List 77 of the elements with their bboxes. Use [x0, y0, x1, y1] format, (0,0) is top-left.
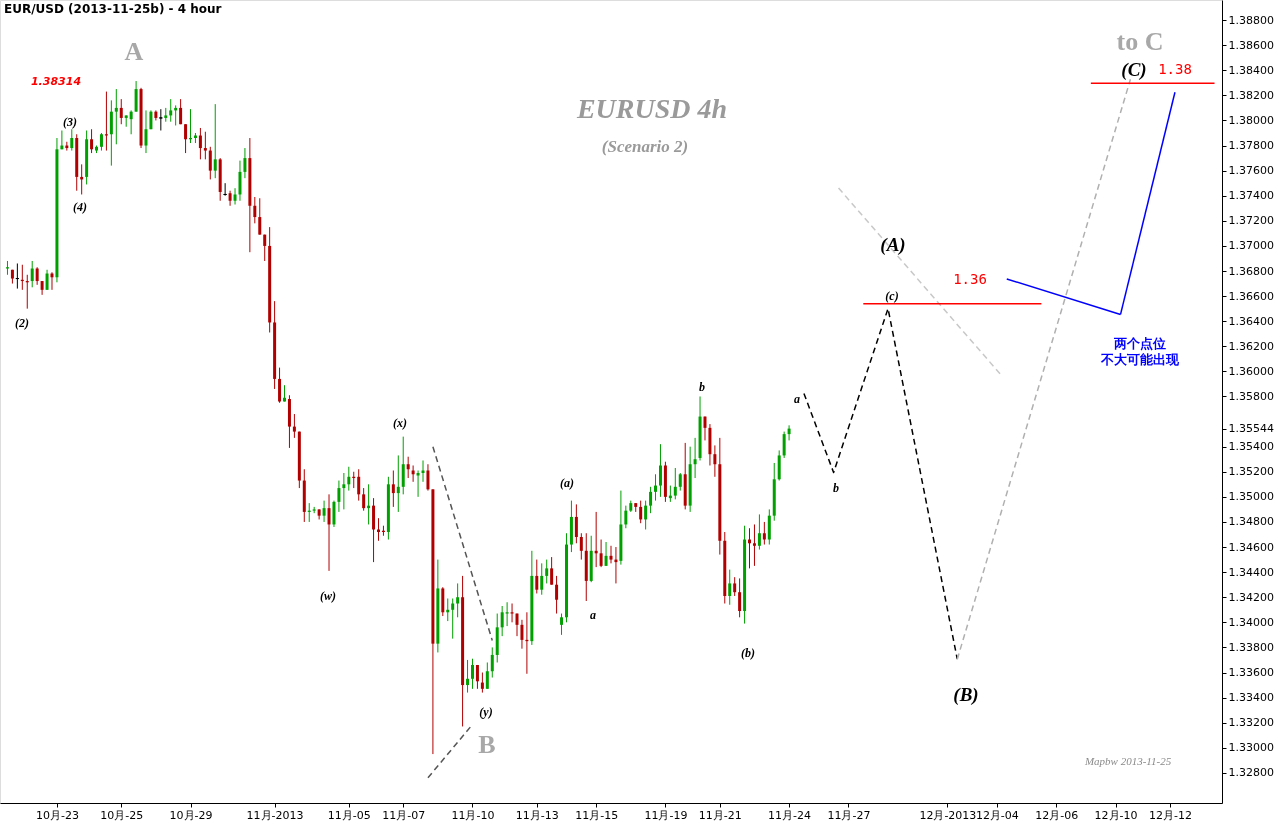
annotation: Mapbw 2013-11-25	[1083, 755, 1172, 767]
y-tick-label: 1.33800	[1228, 640, 1274, 654]
y-tick-label: 1.35400	[1228, 440, 1274, 454]
annotation: (Scenario 2)	[601, 137, 689, 156]
y-tick-label: 1.33600	[1228, 666, 1274, 680]
y-tick-label: 1.35200	[1228, 465, 1274, 479]
x-tick-label: 10月-25	[100, 808, 144, 822]
x-tick-label: 10月-29	[169, 808, 213, 822]
annotation: A	[124, 37, 144, 66]
x-tick-label: 12月-2013	[919, 808, 977, 822]
annotation: B	[478, 730, 496, 759]
x-tick-label: 12月-04	[975, 808, 1019, 822]
y-tick-label: 1.33200	[1228, 716, 1274, 730]
y-tick-label: 1.38400	[1228, 63, 1274, 77]
annotation: (a)	[560, 476, 574, 490]
y-tick-label: 1.32800	[1228, 766, 1274, 780]
y-tick-label: 1.37800	[1228, 139, 1274, 153]
y-tick-label: 1.36200	[1228, 339, 1274, 353]
annotation: a	[590, 608, 596, 622]
y-tick-label: 1.37600	[1228, 164, 1274, 178]
annotation: 不大可能出现	[1100, 352, 1180, 367]
y-tick-label: 1.38000	[1228, 113, 1274, 127]
x-tick-label: 12月-06	[1035, 808, 1079, 822]
y-tick-label: 1.36000	[1228, 364, 1274, 378]
annotation: (B)	[953, 684, 979, 706]
annotation: (2)	[15, 316, 29, 330]
y-tick-label: 1.35000	[1228, 490, 1274, 504]
x-tick-label: 12月-12	[1149, 808, 1192, 822]
x-tick-label: 11月-10	[451, 808, 495, 822]
y-tick-label: 1.34000	[1228, 615, 1274, 629]
y-tick-label: 1.37000	[1228, 239, 1274, 253]
x-tick-label: 11月-19	[644, 808, 688, 822]
annotation: (x)	[393, 416, 407, 430]
x-tick-label: 11月-07	[382, 808, 426, 822]
y-tick-label: 1.37400	[1228, 189, 1274, 203]
y-tick-label: 1.38600	[1228, 38, 1274, 52]
annotation: 两个点位	[1113, 336, 1166, 351]
annotation: EURUSD 4h	[575, 93, 728, 124]
annotation: to C	[1116, 27, 1164, 56]
y-tick-label: 1.38200	[1228, 88, 1274, 102]
annotation: (4)	[73, 200, 87, 214]
annotation: 1.38	[1158, 61, 1192, 77]
y-tick-label: 1.37200	[1228, 214, 1274, 228]
x-tick-label: 11月-15	[575, 808, 619, 822]
annotation: b	[699, 380, 705, 394]
annotation: 1.36	[953, 271, 987, 287]
annotation: (w)	[320, 589, 336, 603]
annotation: a	[794, 392, 800, 406]
x-tick-label: 11月-24	[768, 808, 812, 822]
x-tick-label: 11月-27	[827, 808, 871, 822]
y-tick-label: 1.34200	[1228, 590, 1274, 604]
chart-title: EUR/USD (2013-11-25b) - 4 hour	[4, 2, 222, 16]
annotation: (b)	[741, 646, 755, 660]
x-tick-label: 12月-10	[1094, 808, 1138, 822]
x-tick-label: 11月-13	[515, 808, 559, 822]
annotation: (c)	[885, 289, 899, 303]
x-tick-label: 11月-2013	[246, 808, 304, 822]
y-tick-label: 1.36400	[1228, 314, 1274, 328]
y-tick-label: 1.34600	[1228, 540, 1274, 554]
annotation: 1.38314	[30, 75, 82, 88]
y-tick-label: 1.33000	[1228, 741, 1274, 755]
y-tick-label: 1.36600	[1228, 289, 1274, 303]
x-tick-label: 10月-23	[35, 808, 79, 822]
annotation: (y)	[479, 705, 493, 719]
x-tick-label: 11月-05	[327, 808, 371, 822]
x-tick-label: 11月-21	[698, 808, 742, 822]
y-tick-label: 1.38800	[1228, 13, 1274, 27]
annotation: (C)	[1121, 59, 1147, 81]
y-tick-label: 1.33400	[1228, 691, 1274, 705]
y-tick-label: 1.34400	[1228, 565, 1274, 579]
y-tick-label: 1.34800	[1228, 515, 1274, 529]
annotation: b	[833, 481, 839, 495]
annotation: (3)	[63, 115, 77, 129]
y-tick-label: 1.36800	[1228, 264, 1274, 278]
y-tick-label: 1.35544	[1228, 422, 1274, 436]
y-tick-label: 1.35800	[1228, 389, 1274, 403]
annotation: (A)	[880, 234, 906, 256]
